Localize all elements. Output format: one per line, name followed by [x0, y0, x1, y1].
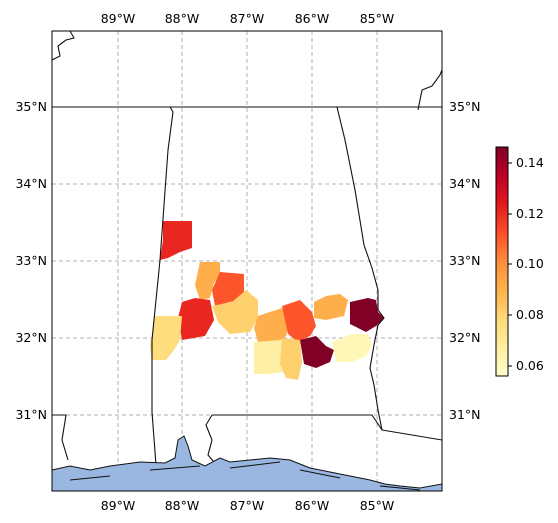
region: [280, 338, 302, 380]
lat-labels-right: 31°N 32°N 33°N 34°N 35°N: [449, 99, 481, 422]
colorbar-tick-label: 0.08: [516, 307, 544, 322]
lat-labels-left: 31°N 32°N 33°N 34°N 35°N: [15, 99, 47, 422]
region: [178, 298, 214, 340]
colorbar-tick-label: 0.10: [516, 256, 544, 271]
colorbar-ticks: [508, 162, 512, 367]
choropleth-regions: [150, 221, 384, 380]
region: [160, 221, 192, 260]
region: [350, 298, 384, 332]
lon-label: 87°W: [230, 498, 265, 513]
colorbar: 0.06 0.08 0.10 0.12 0.14: [495, 146, 544, 377]
state-borders: [52, 31, 442, 466]
coastal-islands: [69, 461, 421, 491]
region: [314, 294, 348, 320]
lon-label: 88°W: [165, 11, 200, 26]
lat-label: 34°N: [449, 176, 481, 191]
lat-label: 31°N: [449, 407, 481, 422]
lon-label: 86°W: [295, 11, 330, 26]
region: [300, 336, 334, 368]
colorbar-tick-label: 0.14: [516, 155, 544, 170]
lat-label: 31°N: [15, 407, 47, 422]
lat-label: 32°N: [15, 330, 47, 345]
region: [254, 340, 284, 374]
lon-label: 87°W: [230, 11, 265, 26]
region: [212, 272, 244, 306]
gulf-of-mexico: [52, 435, 442, 491]
colorbar-gradient: [495, 146, 509, 377]
region: [150, 316, 182, 360]
lon-label: 88°W: [165, 498, 200, 513]
lat-label: 35°N: [15, 99, 47, 114]
lon-label: 85°W: [360, 498, 395, 513]
lat-label: 33°N: [449, 253, 481, 268]
region: [195, 262, 220, 300]
lat-label: 35°N: [449, 99, 481, 114]
map-frame: [51, 30, 443, 492]
lon-label: 85°W: [360, 11, 395, 26]
lon-label: 89°W: [101, 498, 136, 513]
lon-label: 89°W: [101, 11, 136, 26]
lon-labels-top: 89°W 88°W 87°W 86°W 85°W: [101, 11, 395, 26]
lon-label: 86°W: [295, 498, 330, 513]
colorbar-tick-label: 0.06: [516, 358, 544, 373]
lon-labels-bottom: 89°W 88°W 87°W 86°W 85°W: [101, 498, 395, 513]
colorbar-tick-label: 0.12: [516, 206, 544, 221]
region: [254, 308, 290, 342]
region: [212, 290, 258, 334]
lat-label: 34°N: [15, 176, 47, 191]
lat-label: 32°N: [449, 330, 481, 345]
lat-label: 33°N: [15, 253, 47, 268]
region: [332, 334, 372, 362]
region: [282, 300, 316, 342]
